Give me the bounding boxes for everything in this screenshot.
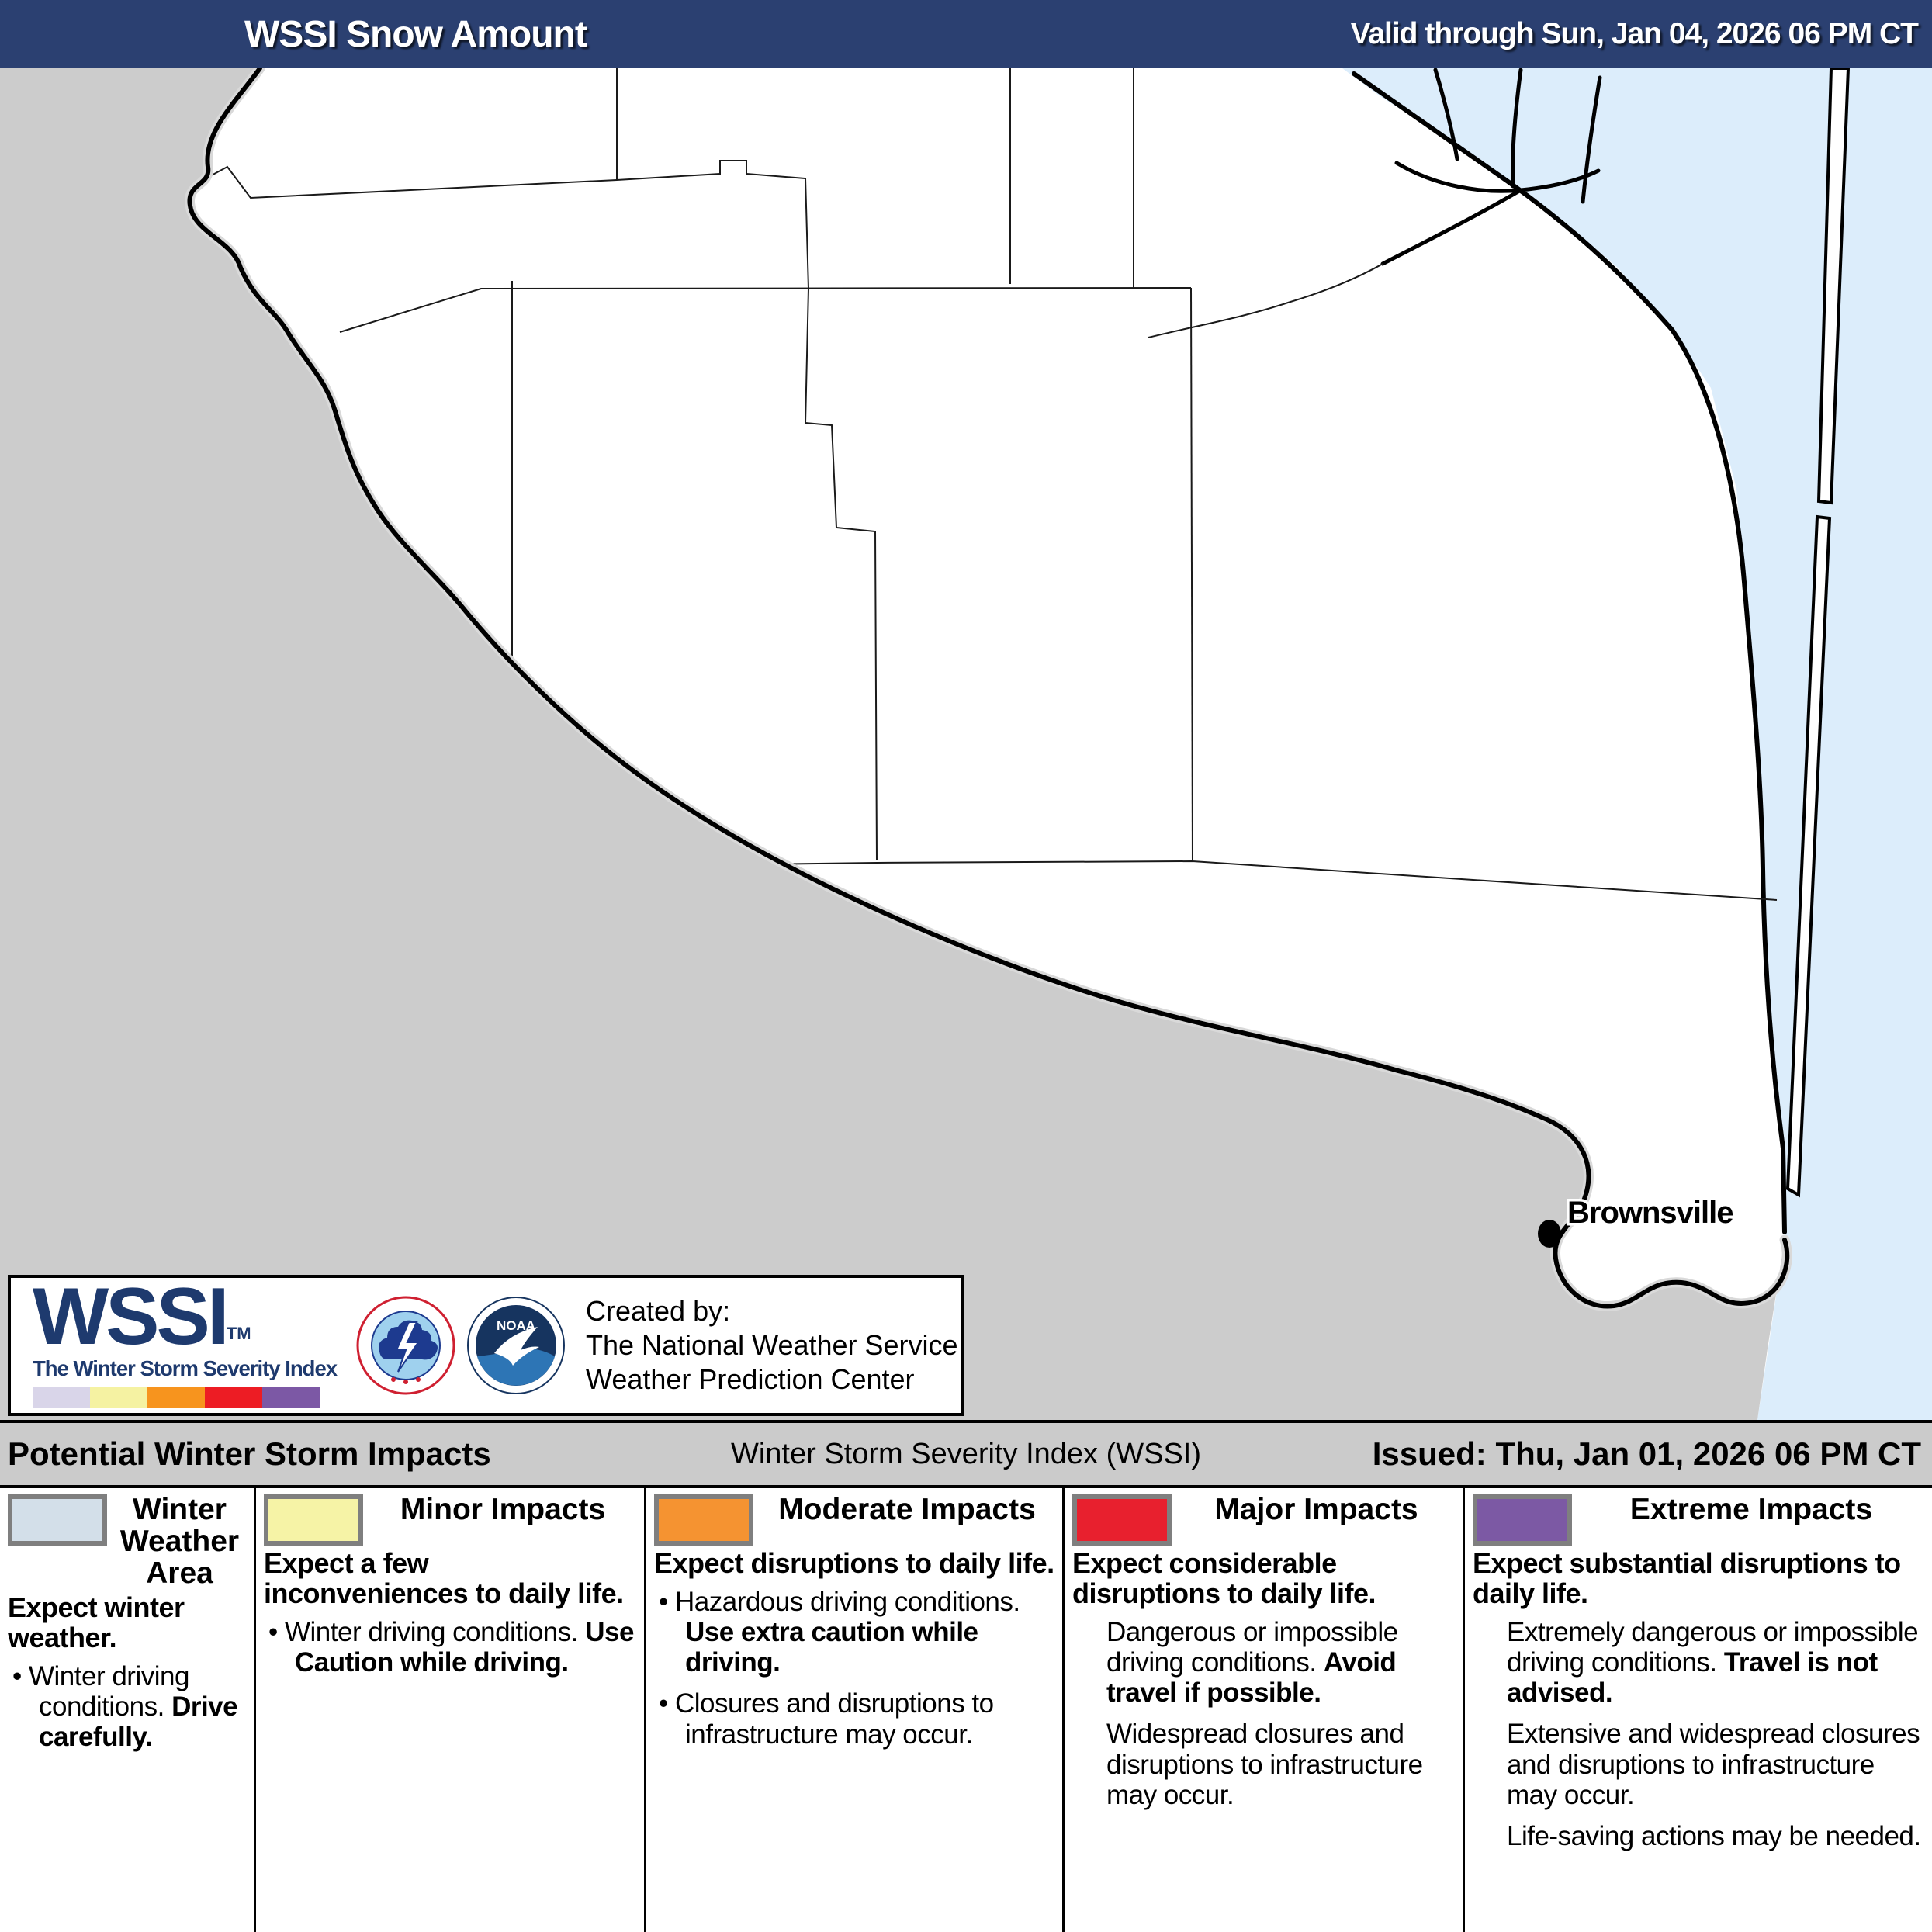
created-by-line: Created by: (586, 1295, 731, 1328)
map-area[interactable]: Brownsville WSSITM The Winter Storm Seve… (0, 68, 1932, 1420)
nws-logo-icon (356, 1296, 455, 1395)
wssi-map-svg: Brownsville (0, 68, 1932, 1420)
barrier-island-south (1785, 514, 1832, 1198)
legend-item: Winter driving conditions. Use Caution w… (265, 1617, 638, 1678)
bay-arm-icon (1433, 68, 1459, 161)
legend-lead: Expect substantial disruptions to daily … (1473, 1547, 1901, 1609)
legend-title: Minor Impacts (400, 1493, 606, 1526)
bay-arm-icon (1581, 75, 1602, 204)
mexico-region (0, 68, 1788, 1420)
scale-swatch (90, 1387, 147, 1408)
scale-swatch (205, 1387, 262, 1408)
legend-lead: Expect winter weather. (8, 1591, 185, 1653)
scale-swatch (147, 1387, 205, 1408)
legend-item: Winter driving conditions. Drive careful… (9, 1661, 248, 1753)
trademark-symbol: TM (226, 1324, 251, 1344)
major-impacts-swatch (1072, 1494, 1172, 1546)
county-line (804, 288, 878, 860)
barrier-island-north (1816, 68, 1851, 505)
legend-item: Closures and disruptions to infrastructu… (656, 1688, 1056, 1749)
status-bar: Potential Winter Storm Impacts Winter St… (0, 1420, 1932, 1488)
legend-col-extreme-impacts: Extreme Impacts Expect substantial disru… (1465, 1488, 1932, 1932)
county-line (1190, 287, 1193, 862)
scale-swatch (262, 1387, 320, 1408)
legend-lead: Expect a few inconveniences to daily lif… (264, 1547, 624, 1609)
status-bar-subtitle: Winter Storm Severity Index (WSSI) (730, 1437, 1202, 1470)
wssi-tagline: The Winter Storm Severity Index (33, 1356, 338, 1380)
gulf-water (1342, 68, 1932, 1420)
legend-lead: Expect considerable disruptions to daily… (1072, 1547, 1376, 1609)
winter-weather-swatch (8, 1494, 107, 1546)
org-line-2: Weather Prediction Center (586, 1362, 915, 1395)
agency-logos: NOAA (356, 1296, 566, 1395)
legend-item: Widespread closures and disruptions to i… (1106, 1719, 1423, 1810)
wssi-logo: WSSITM The Winter Storm Severity Index (11, 1272, 356, 1408)
legend-col-major-impacts: Major Impacts Expect considerable disrup… (1065, 1488, 1465, 1932)
creek-line (1148, 263, 1383, 338)
status-bar-title: Potential Winter Storm Impacts (8, 1435, 491, 1472)
coastline (1352, 71, 1787, 1234)
legend-col-winter-weather-area: Winter Weather Area Expect winter weathe… (0, 1488, 256, 1932)
wssi-severity-scale (33, 1387, 320, 1408)
legend-item: Extensive and widespread closures and di… (1507, 1719, 1920, 1810)
legend-col-minor-impacts: Minor Impacts Expect a few inconvenience… (256, 1488, 646, 1932)
moderate-impacts-swatch (654, 1494, 753, 1546)
legend-title: Winter Weather Area (119, 1493, 240, 1590)
bay-arm-icon (1510, 68, 1523, 189)
county-line (339, 287, 1192, 333)
legend-lead: Expect disruptions to daily life. (654, 1547, 1054, 1579)
rio-grande-border (187, 68, 1790, 1309)
extreme-impacts-swatch (1473, 1494, 1572, 1546)
created-by-text: Created by: The National Weather Service… (586, 1294, 958, 1397)
org-line-1: The National Weather Service (586, 1329, 958, 1362)
svg-text:NOAA: NOAA (497, 1318, 535, 1333)
legend-title: Moderate Impacts (778, 1493, 1036, 1526)
page-title: WSSI Snow Amount (244, 13, 587, 55)
brownsville-label: Brownsville (1567, 1196, 1733, 1230)
legend-item: Hazardous driving conditions. Use extra … (656, 1587, 1056, 1678)
legend-item: Extremely dangerous or impossible drivin… (1507, 1616, 1919, 1709)
bay-arm-icon (1380, 188, 1523, 266)
impact-legend: Winter Weather Area Expect winter weathe… (0, 1488, 1932, 1932)
minor-impacts-swatch (264, 1494, 363, 1546)
valid-through-text: Valid through Sun, Jan 04, 2026 06 PM CT (1350, 17, 1919, 50)
brownsville-dot (1538, 1220, 1561, 1248)
noaa-logo-icon: NOAA (467, 1297, 565, 1394)
legend-title: Extreme Impacts (1629, 1493, 1873, 1526)
county-line (616, 160, 809, 289)
legend-item: Life-saving actions may be needed. (1507, 1820, 1921, 1851)
wssi-wordmark: WSSITM (33, 1272, 251, 1362)
header-bar: WSSI Snow Amount Valid through Sun, Jan … (0, 0, 1932, 68)
scale-swatch (33, 1387, 90, 1408)
legend-col-moderate-impacts: Moderate Impacts Expect disruptions to d… (646, 1488, 1065, 1932)
logo-box: WSSITM The Winter Storm Severity Index (8, 1275, 964, 1416)
legend-item: Dangerous or impossible driving conditio… (1106, 1616, 1398, 1709)
legend-title: Major Impacts (1214, 1493, 1418, 1526)
issued-text: Issued: Thu, Jan 01, 2026 06 PM CT (1372, 1435, 1921, 1472)
